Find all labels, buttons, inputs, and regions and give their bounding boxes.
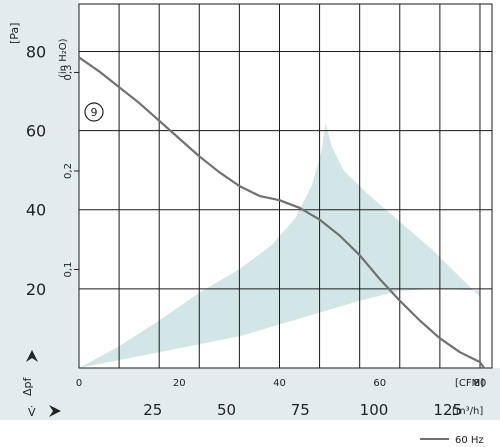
x-secondary-tick-label: 75 xyxy=(291,401,310,419)
x-tick-labels: 0 20 40 60 80 xyxy=(76,378,487,389)
y-tick-label: 60 xyxy=(26,122,46,141)
x-tick-label: 20 xyxy=(173,378,186,389)
y-secondary-tick-labels: 0,1 0,2 0,3 xyxy=(63,65,79,278)
y-axis-secondary-unit: (in H₂O) xyxy=(58,38,69,78)
x-axis-arrow-icon xyxy=(49,405,61,417)
x-secondary-tick-labels: 25 50 75 100 125 xyxy=(143,401,462,419)
y-axis-label: Δpf xyxy=(21,376,34,396)
x-axis-label: [CFM] xyxy=(455,378,484,389)
x-secondary-tick-label: 25 xyxy=(143,401,162,419)
y-axis-panel xyxy=(0,0,79,368)
x-secondary-tick-label: 50 xyxy=(217,401,236,419)
x-tick-label: 0 xyxy=(76,378,82,389)
y-tick-label: 80 xyxy=(26,42,46,61)
x-tick-label: 80 xyxy=(474,378,487,389)
x-axis-secondary-unit: [m³/h] xyxy=(452,406,483,417)
x-axis-secondary-label: V̇ xyxy=(28,406,36,419)
y-tick-label: 40 xyxy=(26,201,46,220)
legend: 60 Hz xyxy=(420,435,484,446)
y-secondary-tick-label: 0,2 xyxy=(63,163,74,179)
y-tick-label: 20 xyxy=(26,280,46,299)
y-axis-unit: [Pa] xyxy=(8,23,21,44)
curve-number-annotation: 9 xyxy=(84,102,104,122)
annotation-circle xyxy=(84,102,104,122)
x-tick-label: 40 xyxy=(273,378,286,389)
x-tick-label: 60 xyxy=(373,378,386,389)
y-tick-labels: 20 40 60 80 xyxy=(26,42,46,298)
y-secondary-tick-label: 0,1 xyxy=(63,262,74,278)
plot-frame xyxy=(78,3,493,369)
annotation-text: 9 xyxy=(91,106,98,119)
series-line-60hz xyxy=(78,56,485,369)
x-secondary-tick-label: 100 xyxy=(360,401,389,419)
legend-label: 60 Hz xyxy=(455,435,484,446)
y-axis-arrow-icon xyxy=(26,350,38,362)
series-group xyxy=(78,56,485,369)
y-secondary-tick-label: 0,3 xyxy=(63,65,74,81)
x-secondary-tick-label: 125 xyxy=(433,401,462,419)
x-axis-panel xyxy=(0,368,500,420)
